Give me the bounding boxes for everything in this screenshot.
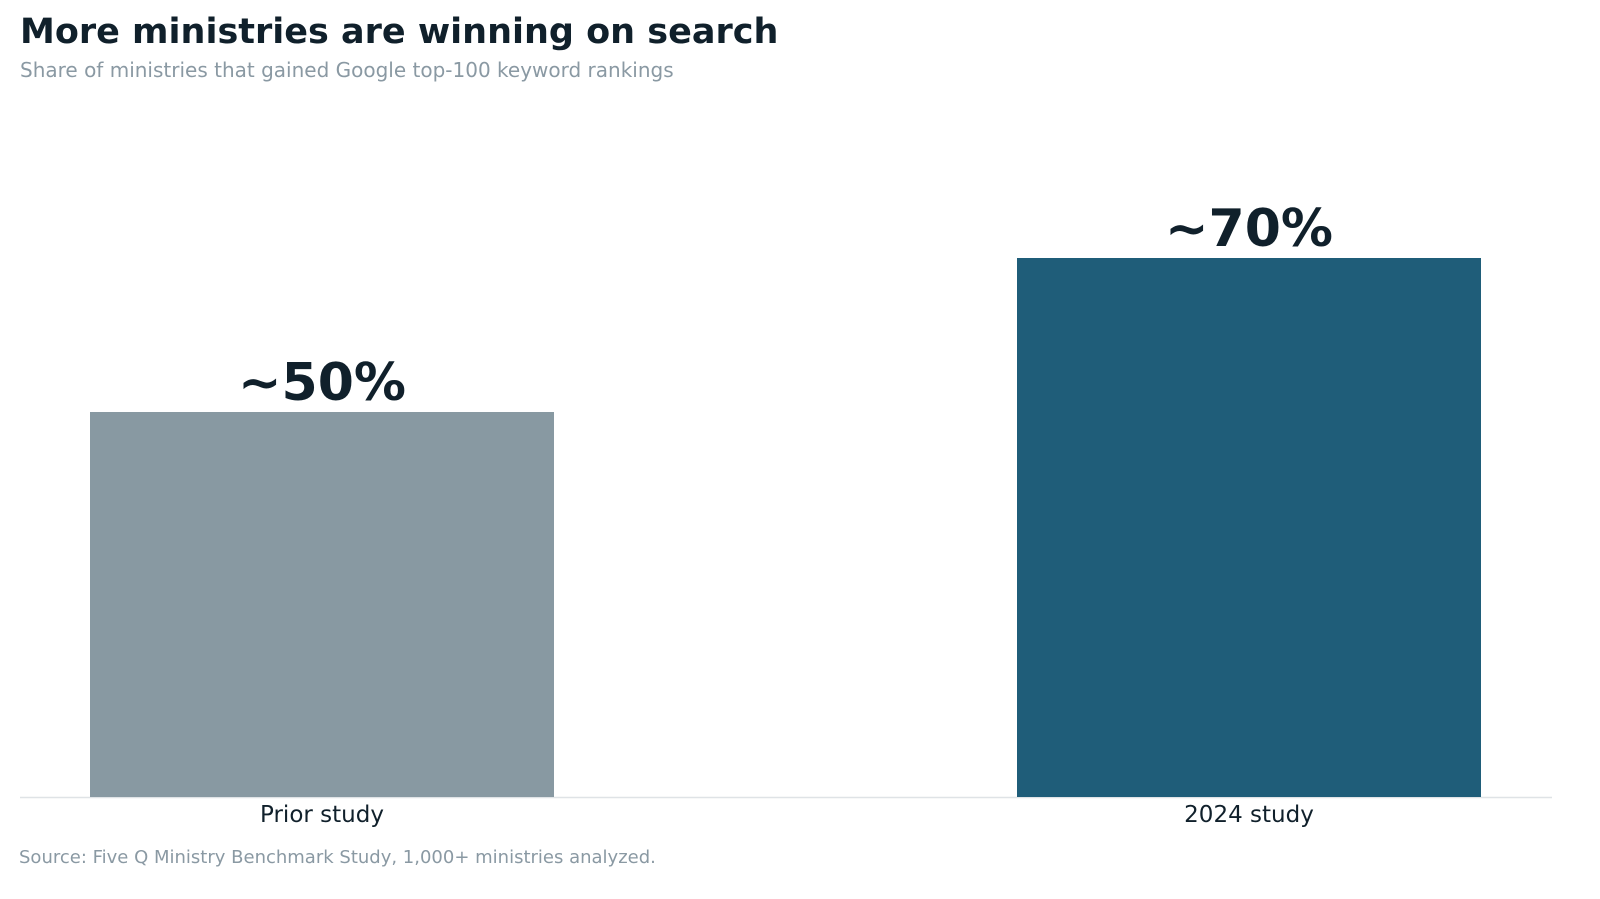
bar-prior-study: [90, 412, 554, 797]
data-label: ~70%: [1165, 199, 1333, 259]
chart-subtitle: Share of ministries that gained Google t…: [20, 58, 674, 82]
chart-title: More ministries are winning on search: [20, 12, 779, 52]
x-tick-label: 2024 study: [1184, 802, 1314, 828]
data-label: ~50%: [238, 353, 406, 413]
bar-2024-study: [1017, 258, 1481, 797]
x-tick-label: Prior study: [260, 802, 384, 828]
source-note: Source: Five Q Ministry Benchmark Study,…: [19, 847, 656, 868]
